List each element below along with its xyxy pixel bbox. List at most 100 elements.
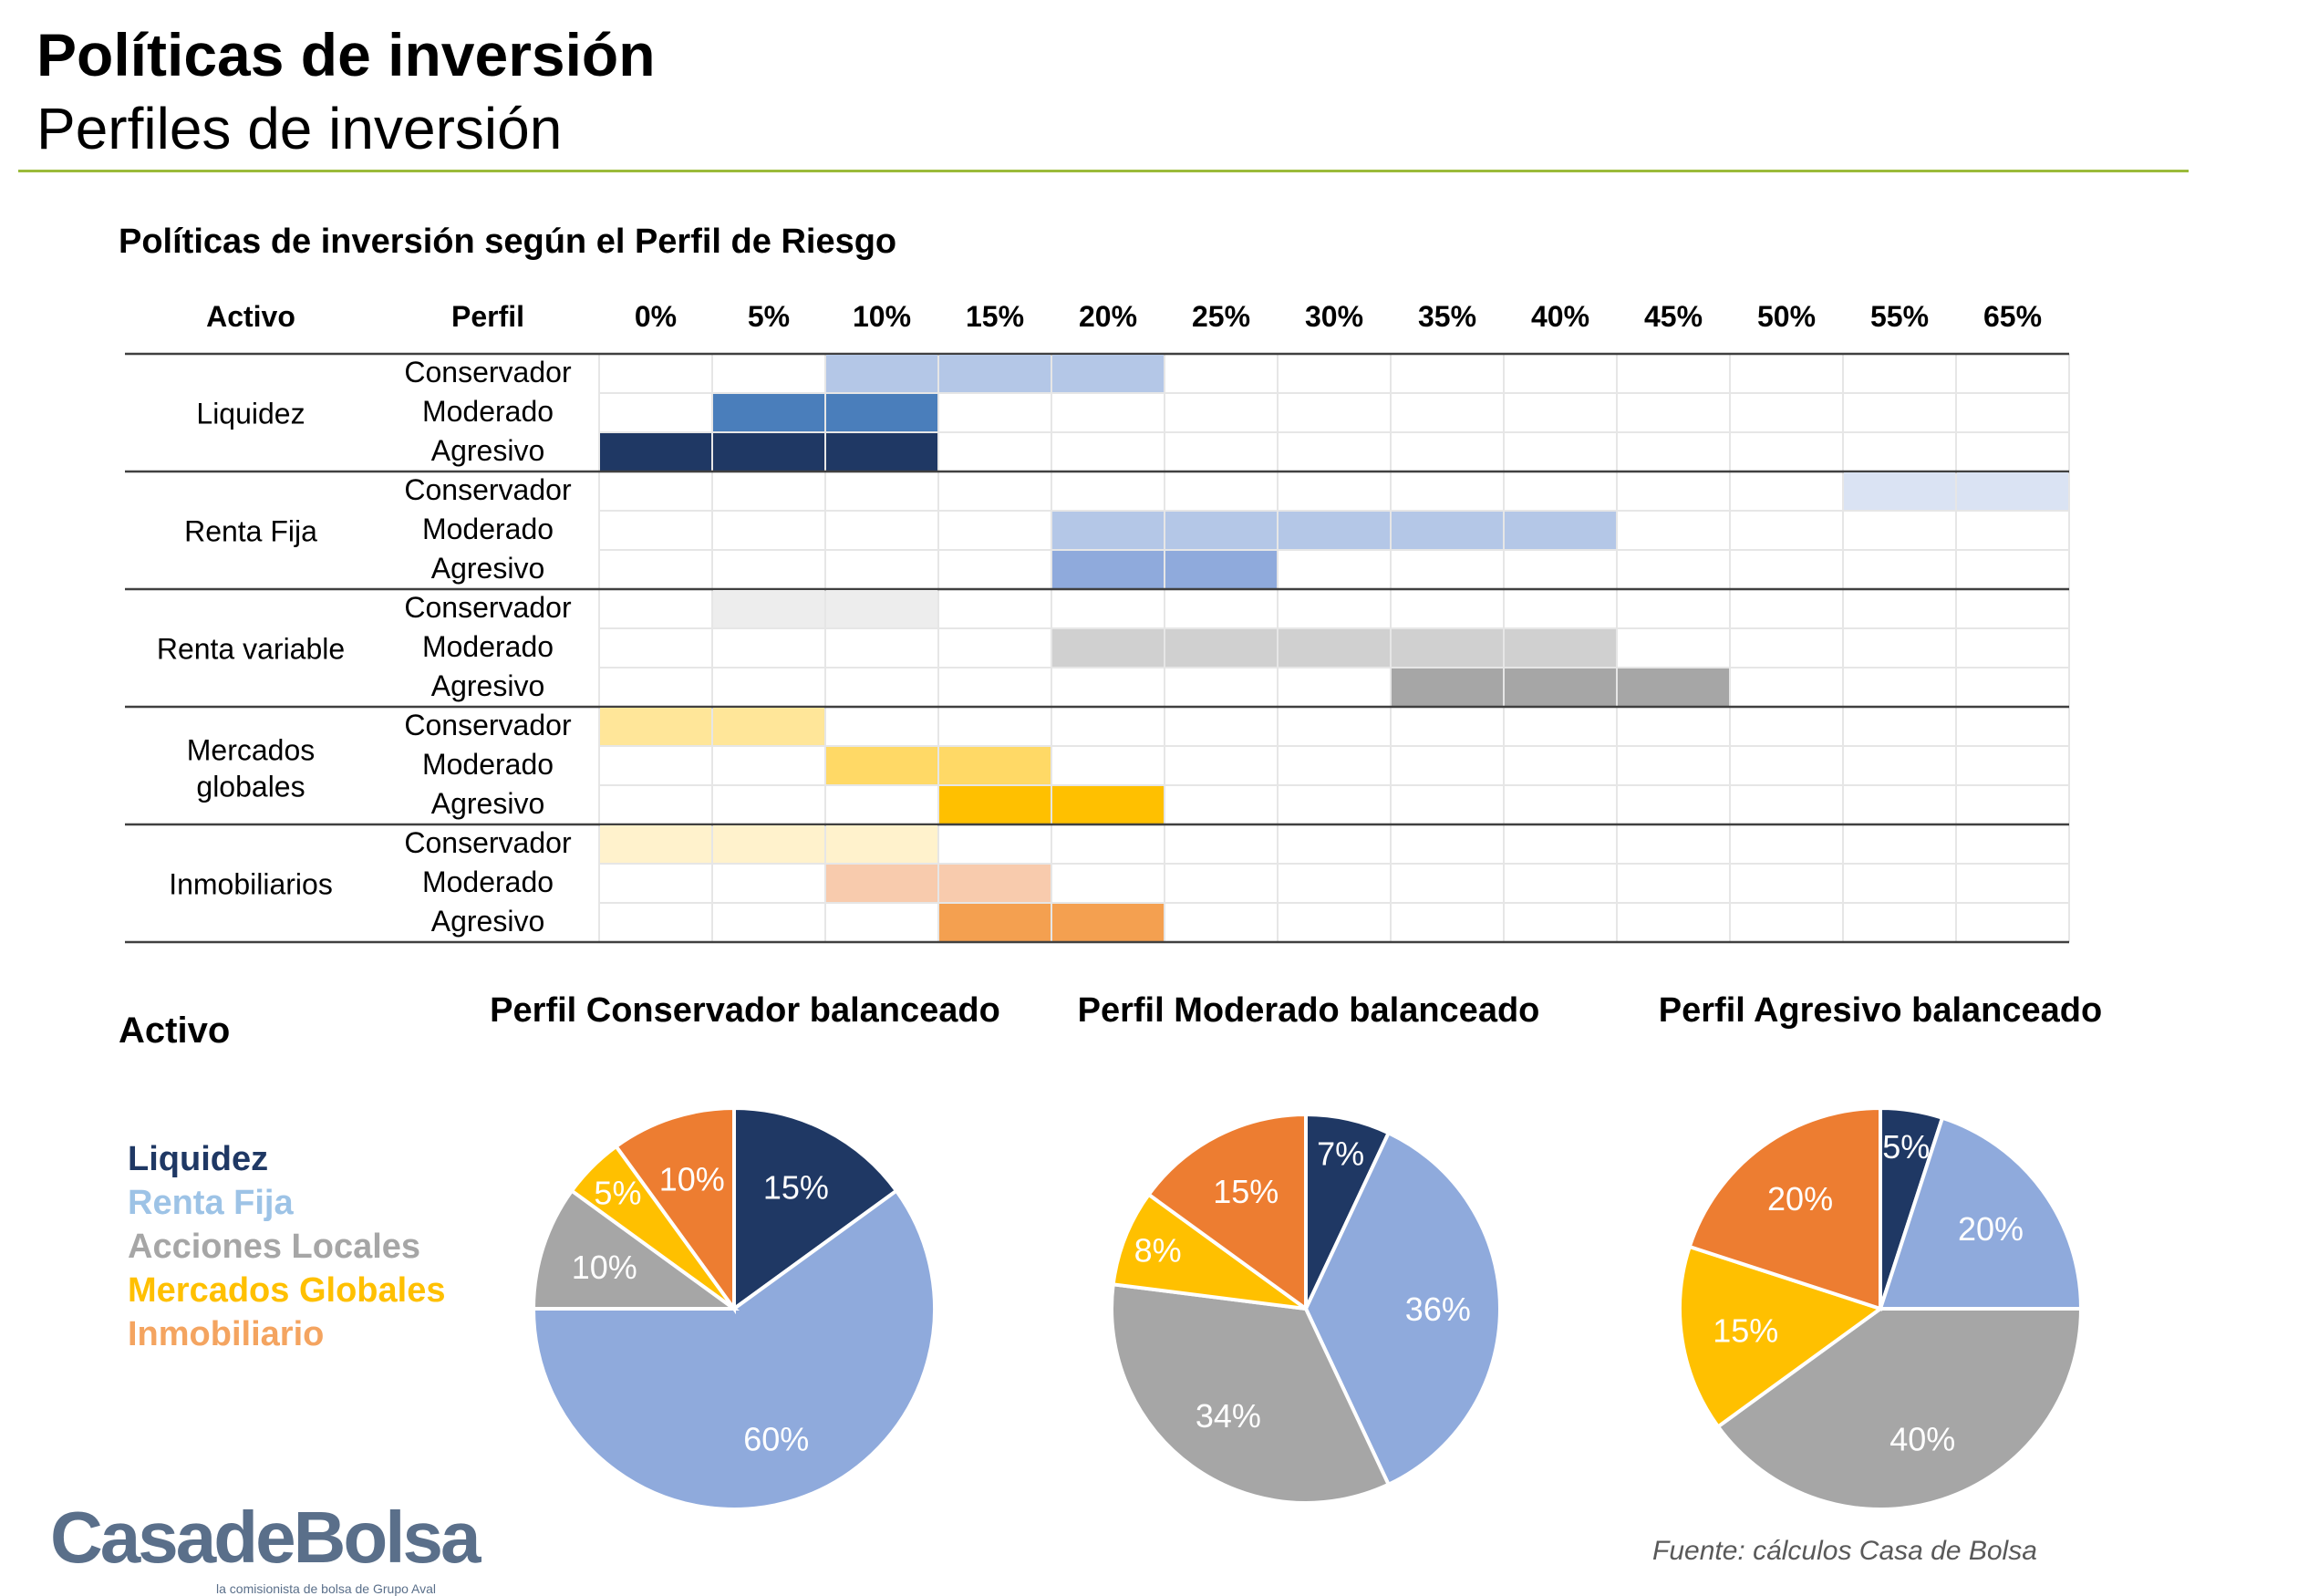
range-cell [1052, 904, 1164, 941]
pie-slice-label: 20% [1767, 1180, 1833, 1218]
range-cell [1052, 355, 1164, 392]
asset-label: Renta Fija [184, 515, 317, 548]
table-header-cell: 10% [853, 300, 911, 333]
pie-chart-2: 5% 20% 40% 15% 20% [1678, 1105, 2084, 1511]
table-header-cell: 30% [1305, 300, 1363, 333]
table-title: Políticas de inversión según el Perfil d… [119, 223, 897, 261]
legend-item-liquidez: Liquidez [128, 1140, 269, 1178]
profile-label: Conservador [404, 356, 572, 389]
asset-label: Renta variable [157, 633, 345, 666]
pie-chart-1: 7% 36% 34% 8% 15% [1110, 1112, 1503, 1505]
range-cell [1165, 629, 1277, 667]
range-cell [1505, 668, 1616, 706]
pie-slice-label: 20% [1958, 1210, 2024, 1248]
pie-title-moderado: Perfil Moderado balanceado [1077, 991, 1540, 1030]
pie-slice-label: 34% [1196, 1397, 1261, 1435]
range-cell [600, 433, 711, 471]
range-cell [826, 825, 937, 863]
range-cell [1618, 668, 1729, 706]
profile-label: Conservador [404, 709, 572, 741]
source-note: Fuente: cálculos Casa de Bolsa [1652, 1536, 2037, 1566]
table-header-cell: 25% [1192, 300, 1250, 333]
policy-range-table: Activo Perfil 0% 5% 10% 15% 20% 25% 30% 35% 40% 45%… [125, 300, 2070, 944]
range-cell [1052, 786, 1164, 824]
range-cell [1165, 551, 1277, 588]
range-cell [826, 394, 937, 431]
pie-slice [1145, 1112, 1308, 1312]
pie-slice [1303, 1130, 1503, 1487]
range-cell [1505, 512, 1616, 549]
logo-wordmark: CasadeBolsa [50, 1497, 481, 1578]
profile-label: Agresivo [431, 905, 545, 938]
legend-item-mercados-globales: Mercados Globales [128, 1271, 446, 1310]
legend-heading: Activo [119, 1010, 231, 1051]
profile-label: Moderado [422, 865, 554, 898]
range-cell [1392, 512, 1503, 549]
pie-slice-label: 10% [659, 1161, 725, 1198]
range-cell [1392, 629, 1503, 667]
pie-slice-label: 15% [763, 1169, 829, 1207]
table-header-cell: 20% [1079, 300, 1137, 333]
pie-slice [613, 1105, 736, 1315]
range-cell [826, 355, 937, 392]
pie-title-conservador: Perfil Conservador balanceado [490, 991, 1000, 1030]
pie-slice-label: 15% [1713, 1311, 1778, 1349]
pie-slice-label: 40% [1889, 1420, 1955, 1457]
range-cell [713, 433, 824, 471]
pie-slice [732, 1105, 899, 1312]
range-cell [1392, 668, 1503, 706]
pie-slice-label: 60% [743, 1420, 809, 1457]
pie-slice [531, 1187, 937, 1511]
profile-label: Moderado [422, 395, 554, 428]
range-cell [713, 825, 824, 863]
profile-label: Agresivo [431, 434, 545, 467]
range-cell [1279, 512, 1390, 549]
profile-label: Moderado [422, 748, 554, 781]
pie-slice [1678, 1244, 1885, 1430]
casadebolsa-logo: CasadeBolsa la comisionista de bolsa de … [50, 1496, 488, 1596]
range-cell [1165, 512, 1277, 549]
pie-slice [1110, 1282, 1392, 1505]
table-header-cell: 55% [1870, 300, 1929, 333]
pie-slice [1878, 1115, 2084, 1311]
profile-label: Moderado [422, 630, 554, 663]
range-cell [1052, 551, 1164, 588]
pie-slice-label: 5% [594, 1174, 641, 1211]
pie-slice-label: 36% [1405, 1290, 1471, 1328]
range-cell [713, 590, 824, 627]
range-cell [713, 708, 824, 745]
profile-label: Conservador [404, 473, 572, 506]
asset-label: Liquidez [196, 398, 305, 430]
pie-slice [1715, 1307, 2084, 1511]
pie-slice-label: 5% [1882, 1128, 1930, 1166]
range-cell [826, 590, 937, 627]
table-header-cell: 65% [1983, 300, 2042, 333]
profile-label: Conservador [404, 591, 572, 624]
profile-label: Conservador [404, 826, 572, 859]
logo-tagline: la comisionista de bolsa de Grupo Aval [216, 1581, 436, 1596]
title-divider [18, 170, 2189, 172]
profile-label: Agresivo [431, 669, 545, 702]
range-cell [826, 865, 937, 902]
range-cell [939, 786, 1051, 824]
range-cell [826, 747, 937, 784]
range-cell [939, 747, 1051, 784]
asset-label-line2: globales [196, 771, 305, 803]
range-cell [939, 904, 1051, 941]
range-cell [1957, 472, 2068, 510]
table-header-cell: 0% [635, 300, 677, 333]
pie-slice-label: 7% [1317, 1135, 1364, 1173]
table-header-cell: Activo [206, 300, 295, 333]
legend-item-acciones-locales: Acciones Locales [128, 1228, 421, 1266]
profile-label: Agresivo [431, 787, 545, 820]
pie-chart-0: 15% 60% 10% 5% 10% [531, 1105, 937, 1511]
legend-item-inmobiliario: Inmobiliario [128, 1315, 325, 1353]
table-header-cell: Perfil [451, 300, 524, 333]
asset-label: Mercados [187, 734, 316, 767]
range-cell [1844, 472, 1955, 510]
table-header-cell: 40% [1531, 300, 1589, 333]
slide-subtitle: Perfiles de inversión [36, 96, 563, 161]
table-header-cell: 35% [1418, 300, 1476, 333]
pie-slice [531, 1187, 740, 1311]
